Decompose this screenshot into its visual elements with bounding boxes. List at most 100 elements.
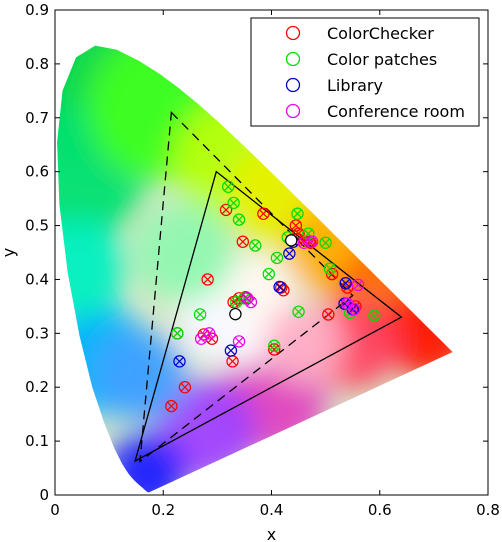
legend: ColorChecker Color patches Library Conferen… xyxy=(250,17,480,127)
point-cross xyxy=(272,253,282,263)
point-circle xyxy=(236,235,250,248)
point-circle xyxy=(238,292,251,305)
data-point xyxy=(270,251,284,265)
point-circle xyxy=(232,335,246,348)
data-point xyxy=(171,327,184,340)
data-point xyxy=(173,355,186,368)
point-cross xyxy=(269,345,279,354)
point-circle xyxy=(193,308,207,321)
data-point xyxy=(323,262,337,275)
point-circle xyxy=(297,236,311,249)
point-circle xyxy=(230,295,243,309)
point-circle xyxy=(165,399,178,413)
data-points xyxy=(165,180,381,413)
point-cross xyxy=(341,278,351,288)
y-tick-label: 0.3 xyxy=(25,324,49,342)
point-cross xyxy=(269,341,279,351)
gamut-triangle-dashed xyxy=(139,110,354,464)
legend-marker xyxy=(285,77,301,93)
legend-label: Library xyxy=(327,76,383,95)
point-circle xyxy=(268,339,281,352)
legend-label: Conference room xyxy=(327,102,465,121)
data-point xyxy=(291,207,304,220)
point-circle xyxy=(201,273,214,286)
series-1 xyxy=(171,180,381,352)
legend-box xyxy=(250,17,480,127)
x-axis-label: x xyxy=(267,525,276,542)
x-tick-label: 0 xyxy=(50,501,60,519)
legend-marker xyxy=(285,51,301,67)
point-cross xyxy=(294,307,304,317)
point-cross xyxy=(229,198,239,208)
gamut-blob-13 xyxy=(57,218,127,319)
gamut-blob-11 xyxy=(107,433,188,493)
point-cross xyxy=(223,182,233,192)
data-point xyxy=(165,399,178,413)
data-point xyxy=(193,308,207,321)
data-point xyxy=(322,308,335,321)
point-circle xyxy=(178,381,192,394)
point-circle xyxy=(273,280,286,294)
point-circle xyxy=(283,247,296,260)
point-circle xyxy=(244,295,258,309)
white-point xyxy=(285,234,298,247)
white-point xyxy=(229,307,242,321)
data-point xyxy=(257,207,270,220)
point-cross xyxy=(221,205,231,215)
x-tick-label: 0.6 xyxy=(368,501,392,519)
point-cross xyxy=(234,215,244,225)
data-point xyxy=(262,267,275,281)
data-point xyxy=(236,235,250,248)
legend-label: ColorChecker xyxy=(327,24,434,43)
point-circle xyxy=(240,292,254,305)
point-circle xyxy=(268,343,281,356)
point-cross xyxy=(250,241,260,250)
point-circle xyxy=(322,308,335,321)
point-circle xyxy=(262,267,275,281)
point-cross xyxy=(246,297,256,307)
y-tick-label: 0.5 xyxy=(25,217,49,235)
point-circle xyxy=(232,213,246,226)
data-point xyxy=(201,273,214,286)
point-cross xyxy=(293,209,302,219)
legend-label: Color patches xyxy=(327,50,437,69)
point-circle xyxy=(277,284,290,297)
point-cross xyxy=(264,269,274,279)
point-cross xyxy=(175,356,184,366)
point-circle xyxy=(173,355,186,368)
point-circle xyxy=(341,297,354,310)
data-point xyxy=(305,235,319,248)
point-circle xyxy=(325,267,339,281)
data-point xyxy=(341,297,354,310)
y-tick-label: 0 xyxy=(39,486,49,504)
data-point xyxy=(268,339,281,352)
data-point xyxy=(268,343,281,356)
point-circle xyxy=(219,203,233,217)
y-tick-label: 0.4 xyxy=(25,270,49,288)
data-point xyxy=(232,335,246,348)
point-circle xyxy=(304,236,317,249)
data-point xyxy=(203,327,216,340)
data-point xyxy=(249,239,262,252)
point-cross xyxy=(234,336,244,346)
point-cross xyxy=(321,238,331,248)
point-circle xyxy=(224,344,238,357)
point-cross xyxy=(275,282,285,292)
point-circle xyxy=(292,305,305,318)
point-circle xyxy=(339,277,352,290)
legend-marker xyxy=(285,25,301,41)
point-circle xyxy=(249,239,262,252)
point-circle xyxy=(319,236,332,249)
point-cross xyxy=(238,237,248,247)
series-3 xyxy=(194,235,365,348)
x-tick-label: 0.8 xyxy=(476,501,500,519)
gamut-blob-18 xyxy=(134,202,235,303)
point-cross xyxy=(369,311,379,321)
y-tick-label: 0.1 xyxy=(25,432,49,450)
data-point xyxy=(227,196,240,210)
point-cross xyxy=(284,249,294,259)
y-tick-label: 0.6 xyxy=(25,163,49,181)
point-circle xyxy=(171,327,184,340)
